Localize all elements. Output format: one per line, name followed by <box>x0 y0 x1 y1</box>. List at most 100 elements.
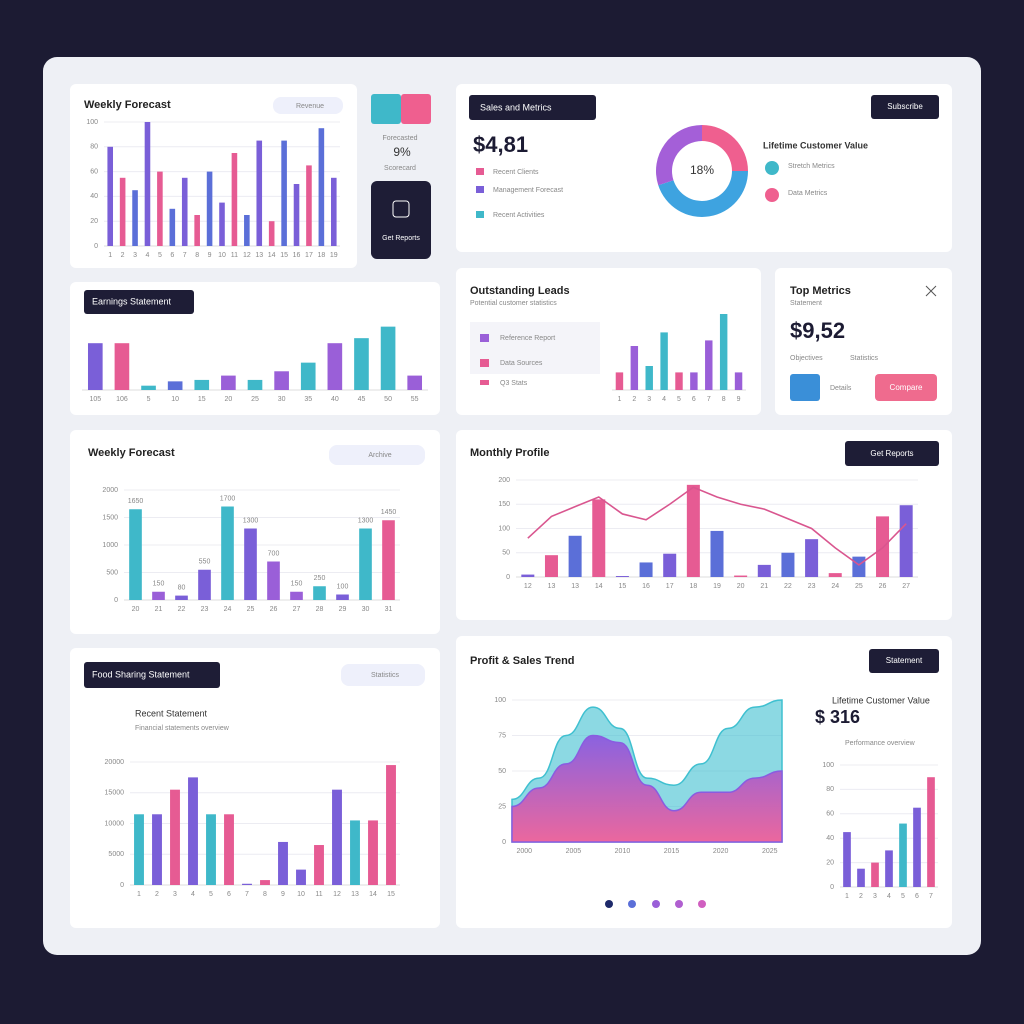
button[interactable] <box>875 374 937 401</box>
value-label: 1700 <box>220 495 236 502</box>
x-tick-label: 26 <box>270 606 278 613</box>
bar <box>244 215 250 246</box>
pill[interactable] <box>273 97 343 114</box>
chart-title: Profit & Sales Trend <box>470 655 575 667</box>
bar <box>630 346 639 390</box>
x-tick-label: 10 <box>297 891 305 898</box>
x-tick-label: 30 <box>362 606 370 613</box>
x-tick-label: 1 <box>108 252 112 259</box>
x-tick-label: 30 <box>278 396 286 403</box>
y-tick-label: 5000 <box>108 851 124 858</box>
y-tick-label: 10000 <box>105 820 125 827</box>
button-label[interactable]: Subscribe <box>887 102 923 111</box>
item: Reference Report <box>500 335 555 342</box>
y-tick-label: 80 <box>90 144 98 151</box>
pill[interactable] <box>341 664 425 686</box>
x-tick-label: 11 <box>315 891 322 898</box>
x-tick-label: 23 <box>808 583 816 590</box>
subheading: Financial statements overview <box>135 725 230 732</box>
tile[interactable] <box>371 181 431 259</box>
page-dot[interactable] <box>652 900 660 908</box>
x-tick-label: 25 <box>247 606 255 613</box>
pill-label[interactable]: Revenue <box>296 103 324 110</box>
chart-title: Sales and Metrics <box>480 102 552 112</box>
button-label[interactable]: Statement <box>886 656 923 665</box>
pill-label[interactable]: Archive <box>368 452 391 459</box>
x-tick-label: 25 <box>855 583 863 590</box>
legend-label: Data Metrics <box>788 190 828 197</box>
close-icon[interactable] <box>925 285 937 297</box>
pill[interactable] <box>329 445 425 465</box>
value-label: 150 <box>153 581 165 588</box>
bar <box>268 221 275 246</box>
card <box>456 268 761 415</box>
pill <box>469 95 596 120</box>
card <box>456 84 952 252</box>
bar <box>152 591 165 600</box>
x-tick-label: 5 <box>147 396 151 403</box>
bar <box>686 484 700 577</box>
bar <box>181 177 188 246</box>
button-label[interactable]: Compare <box>890 383 923 392</box>
y-tick-label: 500 <box>106 569 118 576</box>
subtitle: Potential customer statistics <box>470 300 557 307</box>
y-tick-label: 80 <box>826 786 834 793</box>
x-tick-label: 14 <box>369 891 377 898</box>
y-tick-label: 1500 <box>102 514 118 521</box>
item: Recent Clients <box>493 169 539 176</box>
bar <box>368 820 378 885</box>
x-tick-label: 2 <box>859 893 863 900</box>
x-tick-label: 20 <box>737 583 745 590</box>
y-tick-label: 0 <box>120 882 124 889</box>
bar <box>247 379 263 390</box>
y-tick-label: 40 <box>90 193 98 200</box>
page-dot[interactable] <box>675 900 683 908</box>
button[interactable] <box>845 441 939 466</box>
button[interactable] <box>869 649 939 673</box>
x-tick-label: 50 <box>384 396 392 403</box>
value-label: 1300 <box>358 517 374 524</box>
bar <box>242 883 252 885</box>
x-tick-label: 18 <box>317 252 325 259</box>
x-tick-label: 8 <box>722 396 726 403</box>
bar <box>318 128 325 246</box>
page-dot[interactable] <box>698 900 706 908</box>
bar <box>167 381 183 390</box>
icon-button[interactable] <box>790 374 820 401</box>
bar <box>592 499 606 577</box>
details[interactable]: Details <box>830 385 852 392</box>
x-tick-label: 3 <box>133 252 137 259</box>
icon[interactable] <box>401 94 431 124</box>
bar <box>281 140 287 246</box>
button-label[interactable]: Get Reports <box>870 449 913 458</box>
button[interactable] <box>871 95 939 119</box>
chart-title: Outstanding Leads <box>470 285 570 297</box>
x-tick-label: 14 <box>268 252 276 259</box>
bar <box>114 343 130 390</box>
icon <box>480 380 489 385</box>
icon[interactable] <box>371 94 401 124</box>
label: Forecasted <box>382 135 417 142</box>
bar <box>306 165 312 246</box>
y-tick-label: 50 <box>502 550 510 557</box>
x-tick-label: 2025 <box>762 848 778 855</box>
icon <box>476 168 484 175</box>
page-dot[interactable] <box>605 900 613 908</box>
card <box>70 282 440 415</box>
bar <box>719 314 728 390</box>
bar <box>221 375 236 390</box>
item: Data Sources <box>500 360 543 367</box>
x-tick-label: 2010 <box>615 848 631 855</box>
page-dot[interactable] <box>628 900 636 908</box>
label: Lifetime Customer Value <box>763 140 868 150</box>
legend-icon <box>765 188 779 202</box>
heading: Recent Statement <box>135 708 208 718</box>
bar <box>300 362 316 390</box>
tile-label[interactable]: Get Reports <box>382 235 420 242</box>
pill-label[interactable]: Statistics <box>371 672 400 679</box>
bar <box>828 573 842 577</box>
x-tick-label: 22 <box>784 583 792 590</box>
x-tick-label: 9 <box>208 252 212 259</box>
x-tick-label: 15 <box>387 891 395 898</box>
bar <box>87 343 103 390</box>
